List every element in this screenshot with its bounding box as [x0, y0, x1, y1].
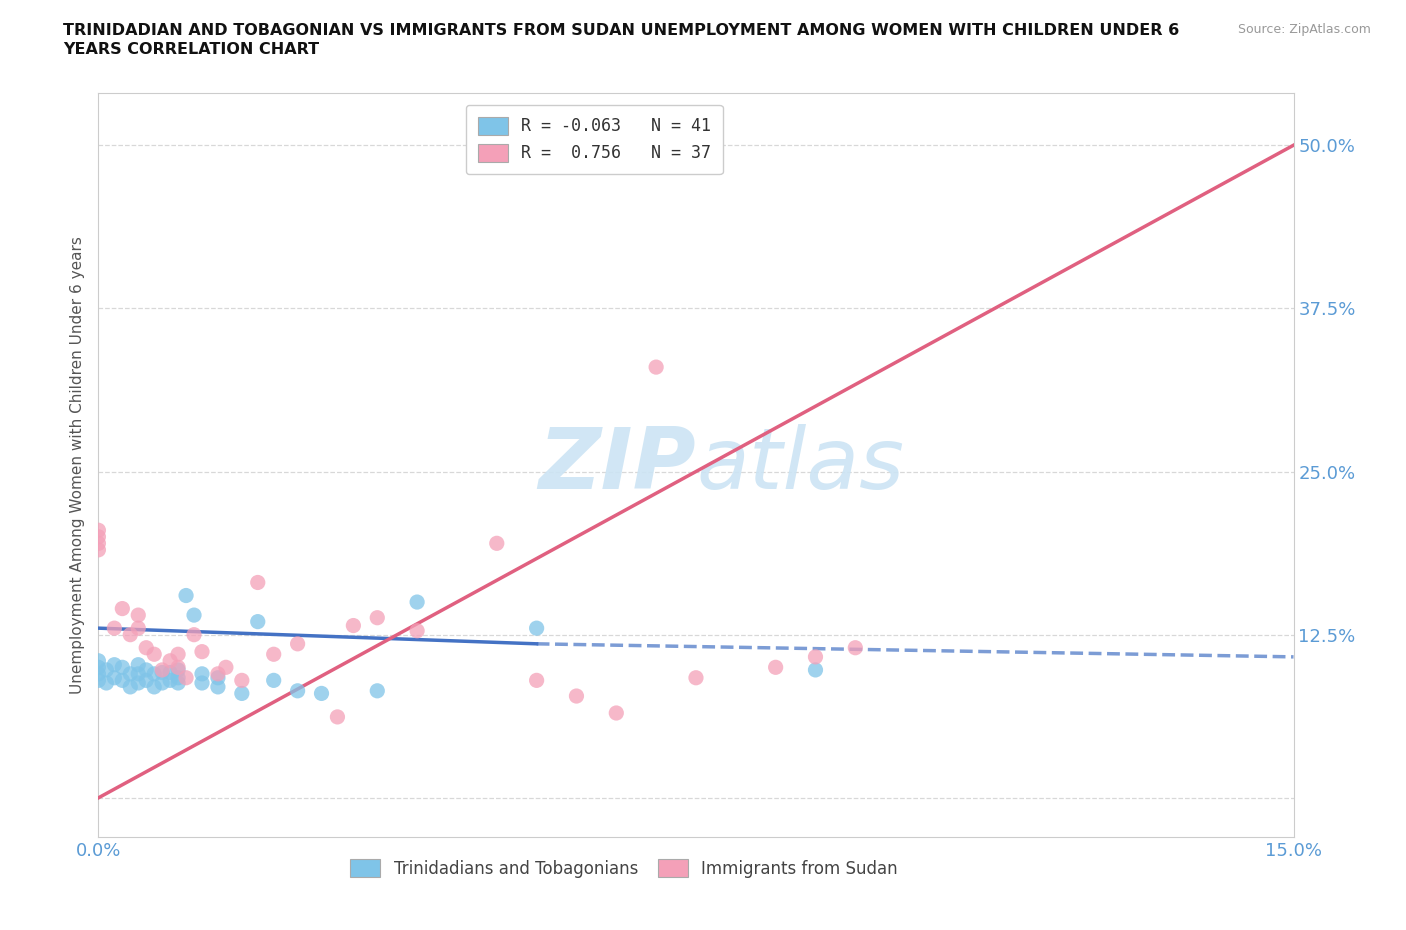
Point	[127, 658, 149, 672]
Point	[159, 665, 181, 680]
Point	[366, 610, 388, 625]
Point	[127, 620, 149, 635]
Point	[143, 680, 166, 695]
Point	[215, 660, 238, 675]
Point	[526, 673, 548, 688]
Point	[287, 684, 309, 698]
Point	[263, 647, 285, 662]
Point	[183, 627, 205, 642]
Point	[127, 675, 149, 690]
Point	[565, 688, 588, 703]
Point	[191, 644, 214, 659]
Point	[87, 529, 110, 544]
Point	[526, 620, 548, 635]
Point	[150, 665, 173, 680]
Text: YEARS CORRELATION CHART: YEARS CORRELATION CHART	[63, 42, 319, 57]
Text: ZIP: ZIP	[538, 423, 696, 507]
Point	[135, 673, 157, 688]
Point	[103, 658, 125, 672]
Point	[765, 660, 787, 675]
Point	[174, 671, 197, 685]
Point	[111, 601, 134, 616]
Point	[804, 649, 827, 664]
Point	[246, 575, 269, 590]
Point	[143, 667, 166, 682]
Point	[111, 673, 134, 688]
Point	[135, 662, 157, 677]
Point	[111, 660, 134, 675]
Point	[96, 662, 118, 677]
Point	[135, 640, 157, 655]
Point	[342, 618, 364, 633]
Point	[167, 660, 190, 675]
Point	[150, 675, 173, 690]
Point	[167, 675, 190, 690]
Point	[159, 673, 181, 688]
Point	[844, 640, 866, 655]
Point	[207, 671, 229, 685]
Point	[120, 680, 142, 695]
Point	[159, 654, 181, 669]
Point	[87, 523, 110, 538]
Point	[191, 675, 214, 690]
Point	[167, 671, 190, 685]
Point	[685, 671, 707, 685]
Point	[605, 706, 627, 721]
Point	[167, 647, 190, 662]
Text: TRINIDADIAN AND TOBAGONIAN VS IMMIGRANTS FROM SUDAN UNEMPLOYMENT AMONG WOMEN WIT: TRINIDADIAN AND TOBAGONIAN VS IMMIGRANTS…	[63, 23, 1180, 38]
Text: Source: ZipAtlas.com: Source: ZipAtlas.com	[1237, 23, 1371, 36]
Point	[87, 654, 110, 669]
Legend: Trinidadians and Tobagonians, Immigrants from Sudan: Trinidadians and Tobagonians, Immigrants…	[343, 853, 905, 884]
Point	[96, 675, 118, 690]
Point	[326, 710, 349, 724]
Point	[231, 673, 253, 688]
Point	[150, 662, 173, 677]
Point	[103, 671, 125, 685]
Point	[87, 667, 110, 682]
Point	[263, 673, 285, 688]
Point	[246, 614, 269, 629]
Point	[645, 360, 668, 375]
Point	[207, 667, 229, 682]
Point	[120, 627, 142, 642]
Point	[103, 620, 125, 635]
Point	[120, 667, 142, 682]
Point	[287, 636, 309, 651]
Point	[87, 660, 110, 675]
Point	[207, 680, 229, 695]
Point	[167, 662, 190, 677]
Point	[87, 542, 110, 557]
Point	[191, 667, 214, 682]
Point	[174, 588, 197, 603]
Point	[87, 673, 110, 688]
Point	[406, 623, 429, 638]
Point	[87, 536, 110, 551]
Point	[406, 594, 429, 609]
Point	[311, 686, 333, 701]
Point	[231, 686, 253, 701]
Text: atlas: atlas	[696, 423, 904, 507]
Point	[366, 684, 388, 698]
Point	[485, 536, 508, 551]
Point	[143, 647, 166, 662]
Point	[127, 667, 149, 682]
Y-axis label: Unemployment Among Women with Children Under 6 years: Unemployment Among Women with Children U…	[69, 236, 84, 694]
Point	[127, 607, 149, 622]
Point	[804, 662, 827, 677]
Point	[183, 607, 205, 622]
